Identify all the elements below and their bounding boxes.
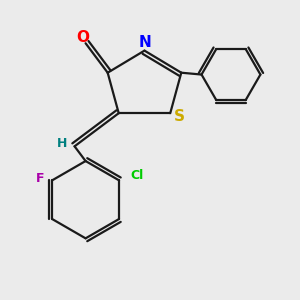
Text: H: H: [56, 137, 67, 150]
Text: S: S: [174, 109, 185, 124]
Text: Cl: Cl: [130, 169, 143, 182]
Text: F: F: [36, 172, 45, 185]
Text: N: N: [139, 35, 152, 50]
Text: O: O: [76, 30, 89, 45]
